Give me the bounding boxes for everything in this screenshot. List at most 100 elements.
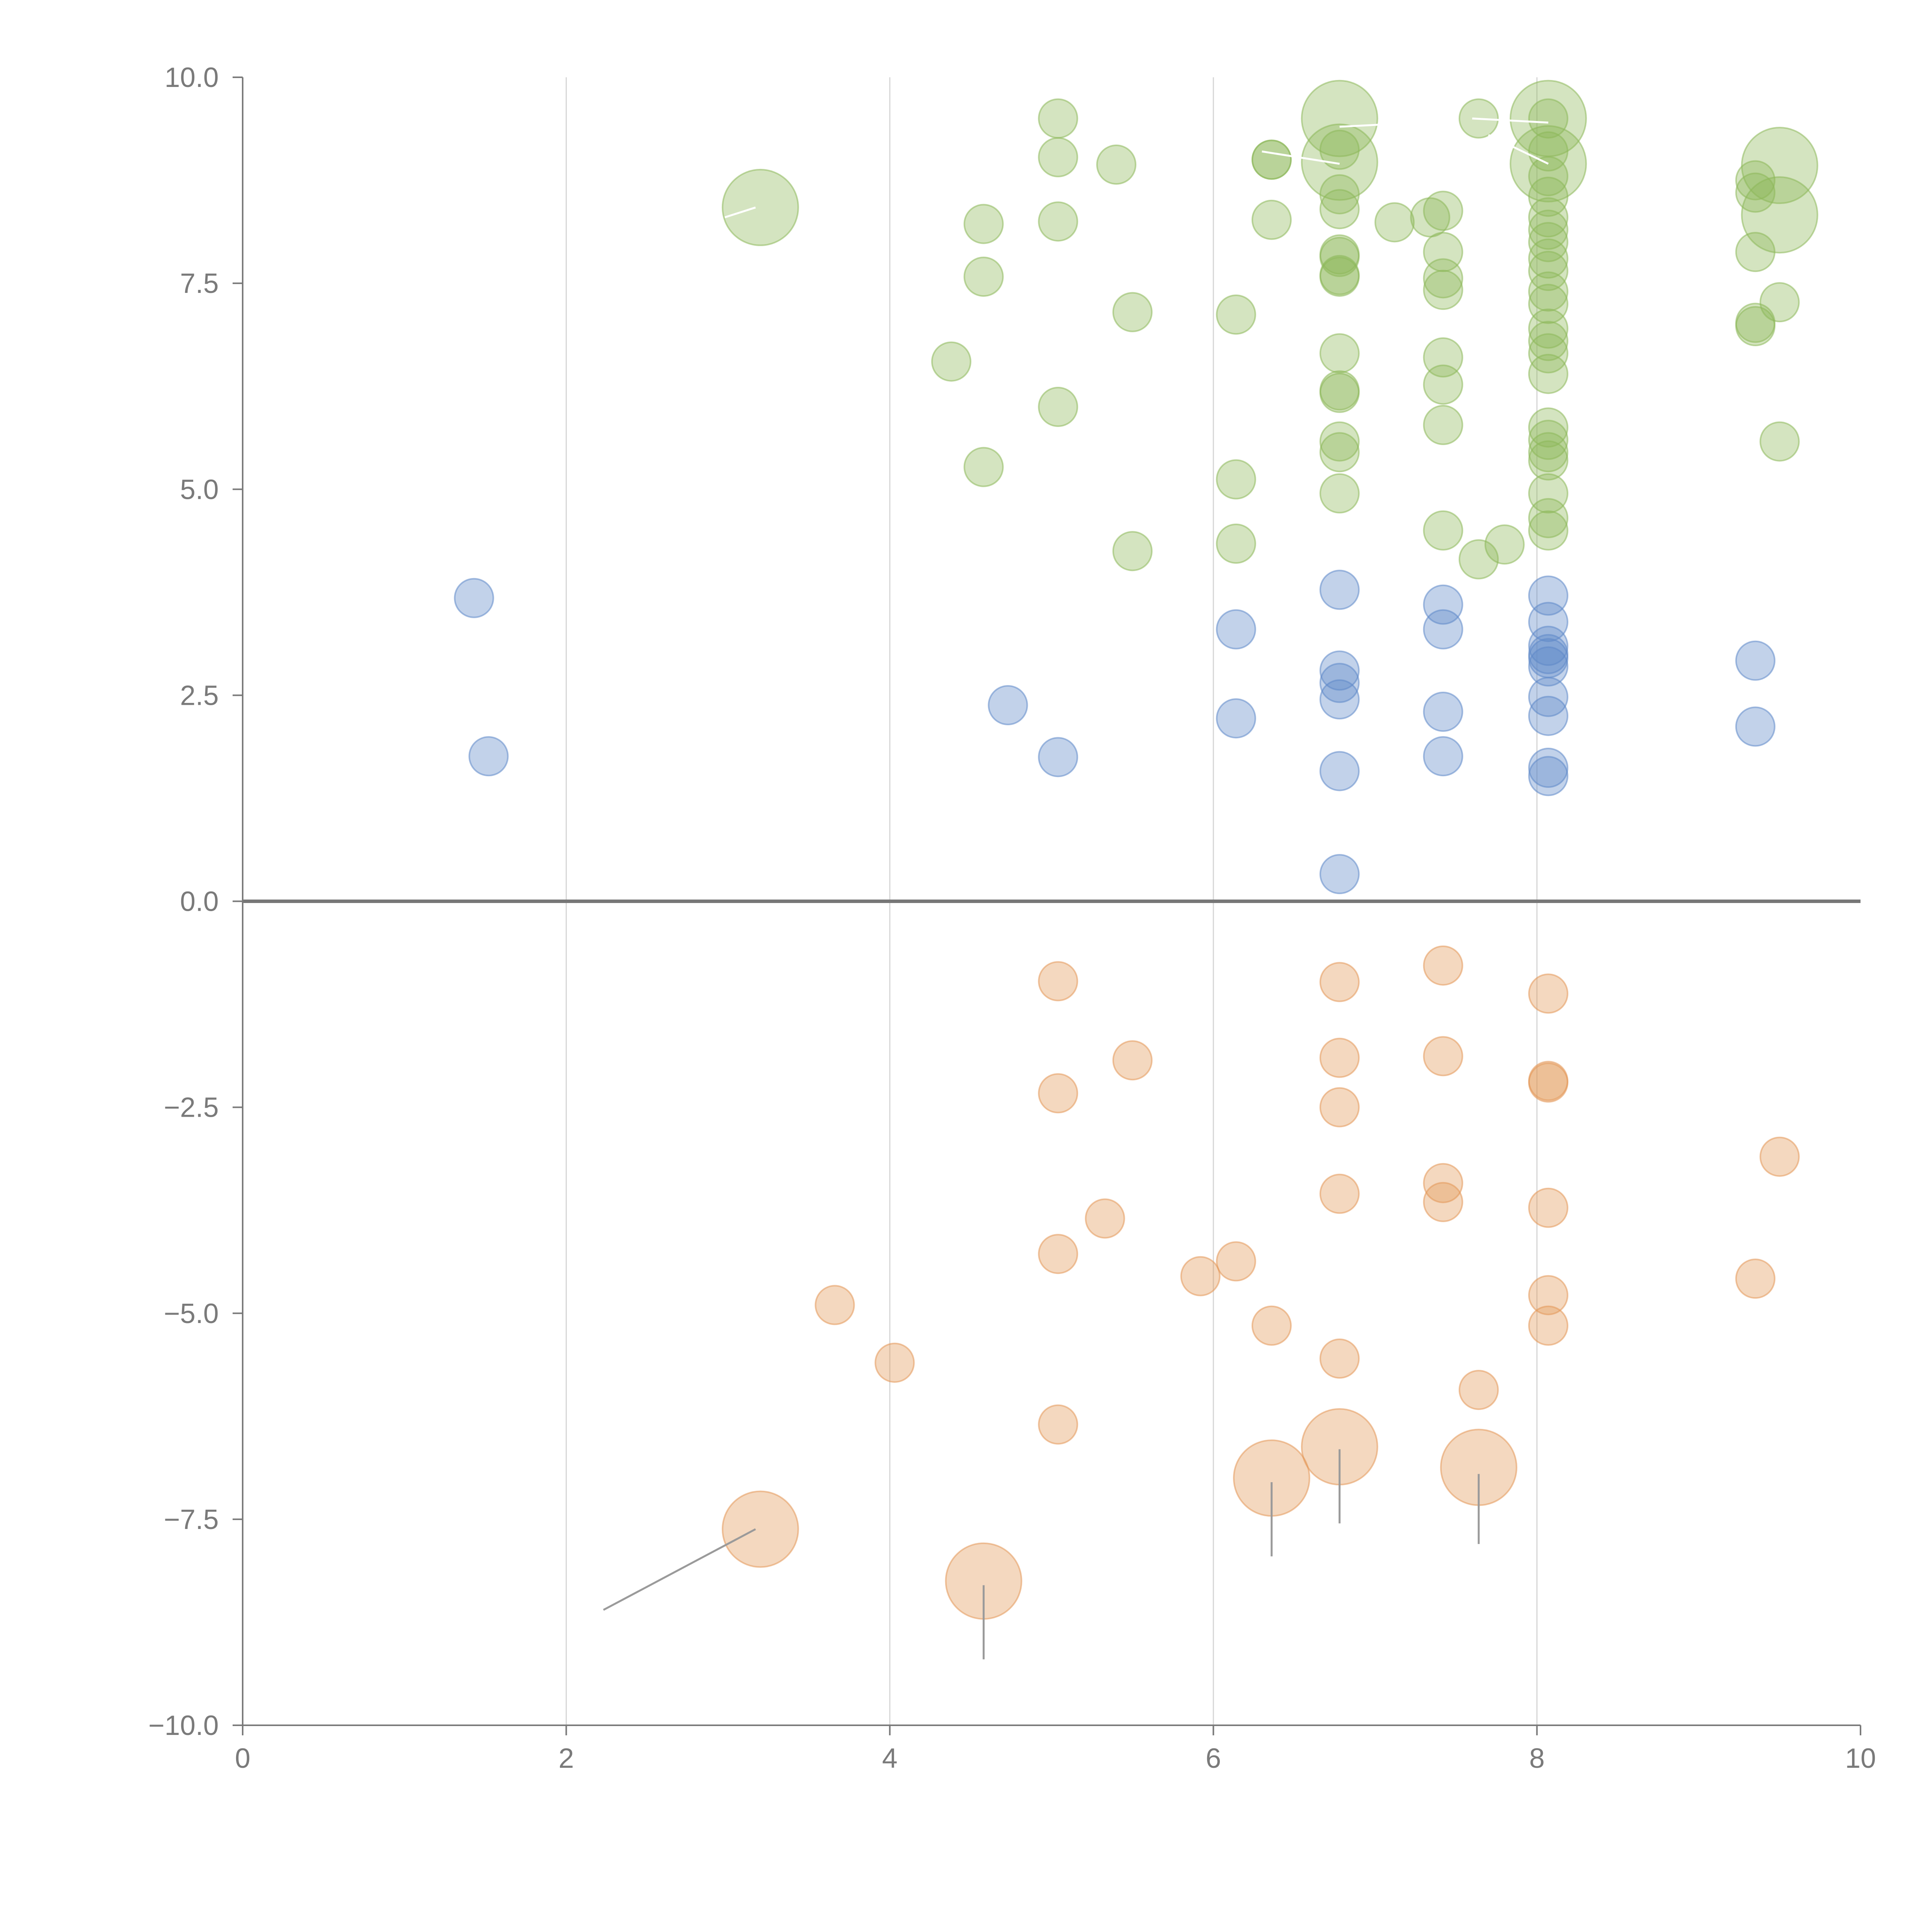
y-tick-label: 0.0 <box>180 886 219 917</box>
orange-bubble <box>1528 973 1568 1014</box>
green-bubble <box>1423 190 1463 231</box>
green-bubble <box>1528 209 1568 250</box>
green-bubble <box>1251 139 1292 180</box>
green-bubble <box>1528 498 1568 538</box>
blue-bubble <box>1528 602 1568 642</box>
green-bubble <box>1423 270 1463 310</box>
green-bubble <box>1528 321 1568 361</box>
orange-bubble <box>1423 1036 1463 1077</box>
y-tick-label: 10.0 <box>165 62 219 93</box>
green-bubble <box>963 204 1004 244</box>
orange-bubble <box>1528 1187 1568 1228</box>
orange-bubble <box>1251 1305 1292 1346</box>
orange-bubble <box>1319 962 1360 1002</box>
blue-bubble <box>1528 756 1568 796</box>
green-bubble <box>1528 271 1568 312</box>
green-bubble <box>1319 333 1360 374</box>
green-bubble <box>1319 421 1360 462</box>
green-bubble <box>1528 473 1568 514</box>
y-tick-label: 2.5 <box>180 680 219 711</box>
y-tick-label: −10.0 <box>148 1710 219 1741</box>
blue-bubble <box>1423 692 1463 732</box>
x-tick-label: 10 <box>1845 1743 1876 1774</box>
blue-bubble <box>1038 737 1078 777</box>
blue-bubble <box>1319 663 1360 703</box>
y-tick-label: 7.5 <box>180 268 219 299</box>
blue-bubble <box>1735 640 1776 681</box>
point-layer <box>454 80 1818 1620</box>
blue-bubble <box>1319 570 1360 610</box>
orange-bubble <box>1112 1040 1153 1081</box>
orange-bubble <box>1735 1259 1776 1299</box>
orange-bubble <box>874 1342 915 1383</box>
orange-bubble <box>1319 1037 1360 1078</box>
y-tick-label: −2.5 <box>164 1092 219 1123</box>
green-bubble <box>1319 174 1360 214</box>
green-bubble <box>1528 251 1568 291</box>
green-bubble <box>1038 137 1078 177</box>
y-tick-label: 5.0 <box>180 474 219 505</box>
blue-bubble <box>1319 854 1360 895</box>
blue-bubble <box>1423 609 1463 650</box>
green-bubble <box>1528 308 1568 349</box>
orange-bubble <box>1038 1073 1078 1114</box>
green-bubble <box>1528 98 1568 139</box>
orange-bubble <box>1528 1275 1568 1315</box>
orange-bubble <box>1759 1136 1800 1177</box>
orange-bubble <box>721 1490 799 1568</box>
green-bubble <box>1484 524 1525 565</box>
blue-bubble <box>988 685 1028 725</box>
green-bubble <box>1319 372 1360 413</box>
green-bubble <box>1319 129 1360 170</box>
green-bubble <box>1319 257 1360 297</box>
x-tick-label: 0 <box>235 1743 250 1774</box>
blue-bubble <box>1528 626 1568 666</box>
leader-line <box>1488 134 1549 165</box>
green-bubble <box>1759 421 1800 462</box>
green-bubble <box>1528 407 1568 448</box>
orange-bubble <box>1319 1338 1360 1379</box>
green-bubble <box>1528 510 1568 551</box>
leader-line <box>1339 121 1421 128</box>
orange-bubble <box>1038 961 1078 1002</box>
green-bubble <box>721 168 799 246</box>
blue-bubble <box>1528 696 1568 736</box>
green-bubble <box>1735 306 1776 347</box>
green-bubble <box>1301 80 1378 157</box>
blue-bubble <box>1216 609 1256 650</box>
orange-bubble <box>1528 1062 1568 1103</box>
orange-bubble <box>1085 1198 1125 1239</box>
orange-bubble <box>1216 1241 1256 1282</box>
orange-bubble <box>1458 1370 1499 1410</box>
green-bubble <box>1423 405 1463 445</box>
green-bubble <box>1319 432 1360 473</box>
green-bubble <box>1216 294 1256 335</box>
green-bubble <box>1216 523 1256 564</box>
green-bubble <box>1038 201 1078 242</box>
green-bubble <box>1528 432 1568 473</box>
orange-bubble <box>1319 1087 1360 1128</box>
leader-line <box>603 1528 756 1611</box>
green-bubble <box>1735 160 1776 201</box>
orange-bubble <box>1423 945 1463 986</box>
orange-bubble <box>1319 1173 1360 1214</box>
y-tick-label: −5.0 <box>164 1298 219 1329</box>
orange-bubble <box>1423 1182 1463 1222</box>
green-bubble <box>1112 292 1153 332</box>
orange-bubble <box>1180 1256 1221 1296</box>
x-tick-label: 4 <box>882 1743 898 1774</box>
green-bubble <box>1319 189 1360 230</box>
green-bubble <box>1528 333 1568 374</box>
green-bubble <box>1741 176 1818 254</box>
blue-bubble <box>1216 698 1256 739</box>
blue-bubble <box>1319 679 1360 720</box>
green-bubble <box>1528 420 1568 460</box>
green-bubble <box>1251 199 1292 240</box>
axis-layer: 0 2 4 6 8 10 10.0 7.5 5.0 2.5 0.0 −2.5 −5.0 −7.5 −10.0 <box>148 62 1876 1774</box>
green-bubble <box>1528 222 1568 262</box>
blue-bubble <box>454 578 494 618</box>
blue-bubble <box>1319 650 1360 691</box>
orange-bubble <box>815 1285 855 1325</box>
